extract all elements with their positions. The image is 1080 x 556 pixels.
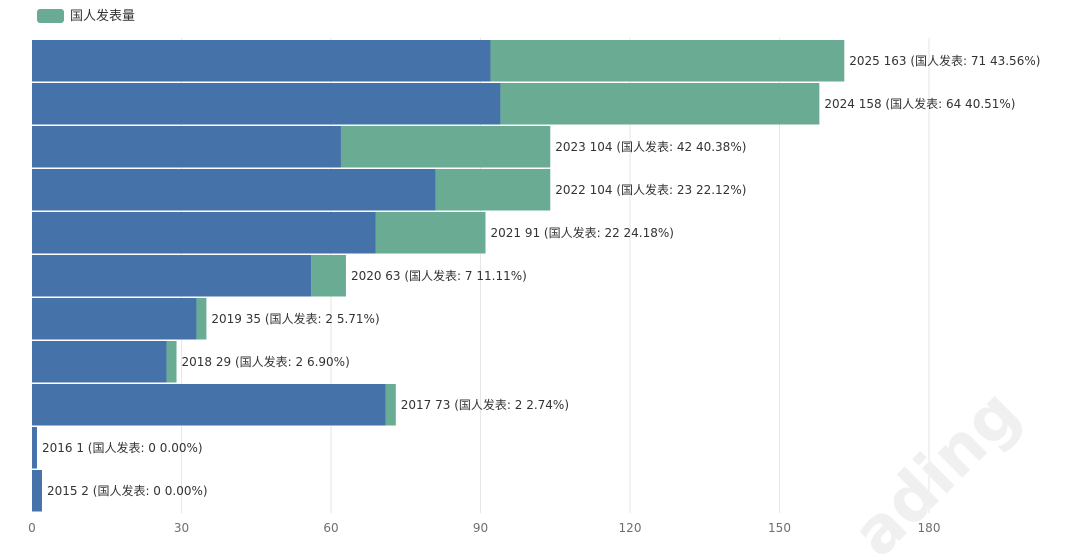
bar-segment-guoren[interactable] [196, 298, 207, 340]
bar-labels: 2025 163 (国人发表: 71 43.56%) 2024 158 (国人发表… [42, 53, 1040, 498]
bar-segment-guoren[interactable] [385, 384, 396, 426]
bar-data-label: 2019 35 (国人发表: 2 5.71%) [211, 311, 379, 326]
x-tick-label: 90 [473, 521, 488, 535]
bar-segment-guoren[interactable] [500, 83, 820, 125]
bar-data-label: 2020 63 (国人发表: 7 11.11%) [351, 268, 527, 283]
bar-segment-guoren[interactable] [490, 40, 845, 82]
bar-segment-total[interactable] [32, 255, 312, 297]
bar-data-label: 2017 73 (国人发表: 2 2.74%) [401, 397, 569, 412]
legend[interactable]: 国人发表量 [37, 8, 135, 24]
bar-segment-total[interactable] [32, 298, 197, 340]
x-tick-label: 0 [28, 521, 36, 535]
bar-segment-total[interactable] [32, 83, 501, 125]
bar-segment-guoren[interactable] [340, 126, 551, 168]
bar-segment-guoren[interactable] [375, 212, 486, 254]
bar-data-label: 2024 158 (国人发表: 64 40.51%) [824, 96, 1015, 111]
bar-data-label: 2023 104 (国人发表: 42 40.38%) [555, 139, 746, 154]
bar-segment-total[interactable] [32, 470, 42, 512]
bar-segment-total[interactable] [32, 169, 436, 211]
bar-data-label: 2025 163 (国人发表: 71 43.56%) [849, 53, 1040, 68]
legend-label[interactable]: 国人发表量 [70, 8, 135, 24]
x-tick-label: 120 [619, 521, 642, 535]
bar-data-label: 2015 2 (国人发表: 0 0.00%) [47, 483, 208, 498]
x-tick-label: 30 [174, 521, 189, 535]
bar-data-label: 2022 104 (国人发表: 23 22.12%) [555, 182, 746, 197]
bar-segment-total[interactable] [32, 126, 341, 168]
bar-segment-total[interactable] [32, 384, 386, 426]
bar-segment-total[interactable] [32, 40, 491, 82]
bar-segment-guoren[interactable] [166, 341, 177, 383]
x-tick-label: 180 [918, 521, 941, 535]
bar-segment-total[interactable] [32, 341, 167, 383]
x-tick-label: 150 [768, 521, 791, 535]
bar-data-label: 2016 1 (国人发表: 0 0.00%) [42, 440, 203, 455]
x-tick-label: 60 [323, 521, 338, 535]
bar-segment-total[interactable] [32, 212, 376, 254]
bar-segment-total[interactable] [32, 427, 37, 469]
bar-data-label: 2021 91 (国人发表: 22 24.18%) [490, 225, 674, 240]
legend-swatch[interactable] [37, 9, 64, 23]
x-axis: 0 30 60 90 120 150 180 [28, 521, 940, 535]
bar-segment-guoren[interactable] [435, 169, 551, 211]
bar-segment-guoren[interactable] [311, 255, 346, 297]
bar-data-label: 2018 29 (国人发表: 2 6.90%) [182, 354, 350, 369]
bars [32, 40, 845, 512]
